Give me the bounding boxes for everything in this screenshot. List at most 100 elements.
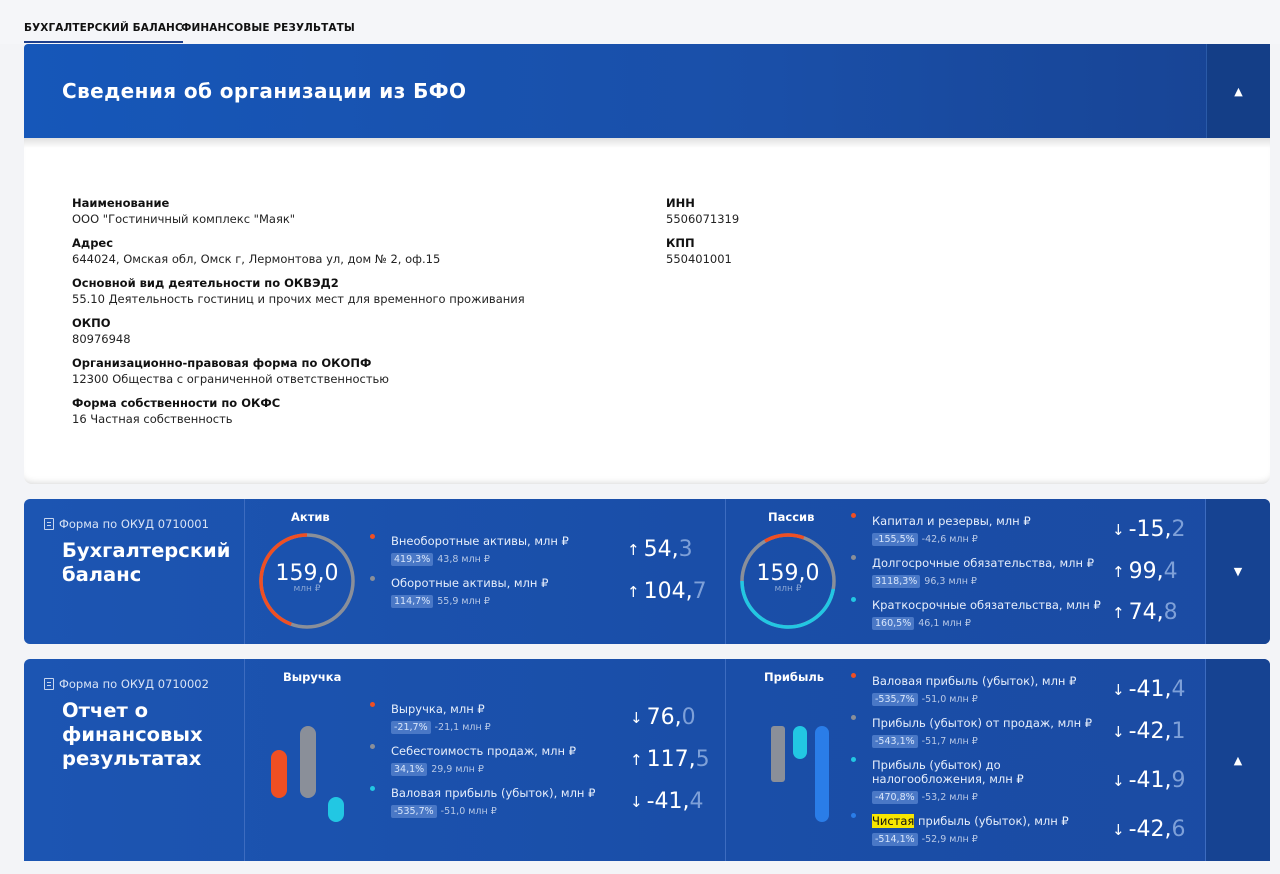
arrow-icon: ↓ (630, 792, 643, 811)
row-delta: -470,8% -53,2 млн ₽ (872, 791, 978, 804)
row-delta: 419,3% 43,8 млн ₽ (391, 553, 490, 566)
value-dec: 4 (689, 789, 704, 814)
row-name: Выручка, млн ₽ (391, 702, 485, 716)
profit-bar-chart (771, 726, 829, 822)
row-delta: 34,1% 29,9 млн ₽ (391, 763, 484, 776)
row-delta: -535,7% -51,0 млн ₽ (391, 805, 497, 818)
collapse-button[interactable]: ▲ (1206, 44, 1270, 138)
value-dec: 9 (1171, 768, 1186, 793)
row-name: Чистая прибыль (убыток), млн ₽ (872, 814, 1069, 828)
row-pct: -470,8% (872, 791, 918, 804)
value-int: 117, (646, 747, 696, 772)
liabilities-title: Пассив (768, 510, 815, 524)
arrow-icon: ↓ (1112, 820, 1125, 839)
value-int: -15, (1128, 517, 1172, 542)
page-title: Сведения об организации из БФО (62, 79, 467, 103)
row-delta: 3118,3% 96,3 млн ₽ (872, 575, 977, 588)
expand-balance-button[interactable]: ▼ (1206, 499, 1270, 644)
cost-bar (300, 726, 316, 798)
okpo-label: ОКПО (72, 316, 111, 330)
legend-dot (851, 757, 856, 762)
liabilities-ring-cyan (740, 580, 836, 629)
value-dec: 4 (1171, 677, 1186, 702)
row-pct: -535,7% (391, 805, 437, 818)
org-info-card: Наименование ООО "Гостиничный комплекс "… (24, 138, 1270, 484)
row-name: Капитал и резервы, млн ₽ (872, 514, 1031, 528)
balance-summary: Форма по ОКУД 0710001 Бухгалтерский бала… (24, 499, 245, 644)
liabilities-section: Пассив 159,0 млн ₽ Капитал и резервы, мл… (726, 499, 1206, 644)
okpo-value: 80976948 (72, 332, 131, 346)
results-summary: Форма по ОКУД 0710002 Отчет о финансовых… (24, 659, 245, 861)
liabilities-ring-chart (740, 533, 836, 629)
legend-dot (370, 702, 375, 707)
row-name: Прибыль (убыток) от продаж, млн ₽ (872, 716, 1093, 730)
value-dec: 8 (1163, 600, 1178, 625)
okfs-value: 16 Частная собственность (72, 412, 233, 426)
row-abs: -21,1 млн ₽ (434, 722, 491, 733)
collapse-results-button[interactable]: ▲ (1206, 659, 1270, 861)
row-delta: -543,1% -51,7 млн ₽ (872, 735, 978, 748)
results-panel: Форма по ОКУД 0710002 Отчет о финансовых… (24, 659, 1270, 861)
okved-label: Основной вид деятельности по ОКВЭД2 (72, 276, 339, 290)
header-shadow (24, 138, 1270, 148)
net-profit-bar (815, 726, 829, 822)
row-abs: -51,0 млн ₽ (440, 806, 497, 817)
value-int: -42, (1128, 817, 1172, 842)
row-pct: -514,1% (872, 833, 918, 846)
balance-panel: Форма по ОКУД 0710001 Бухгалтерский бала… (24, 499, 1270, 644)
value-dec: 4 (1163, 559, 1178, 584)
legend-dot (851, 513, 856, 518)
results-title-line-1: Отчет о (62, 699, 148, 722)
row-name: Валовая прибыль (убыток), млн ₽ (872, 674, 1077, 688)
row-value: ↓ 76,0 (630, 705, 696, 730)
okved-value: 55.10 Деятельность гостиниц и прочих мес… (72, 292, 525, 306)
legend-dot (851, 715, 856, 720)
row-name: Оборотные активы, млн ₽ (391, 576, 549, 590)
address-value: 644024, Омская обл, Омск г, Лермонтова у… (72, 252, 441, 266)
arrow-icon: ↑ (1112, 562, 1125, 581)
row-value: ↓ -42,6 (1112, 817, 1186, 842)
arrow-icon: ↓ (1112, 722, 1125, 741)
row-abs: 55,9 млн ₽ (437, 596, 490, 607)
row-pct: 419,3% (391, 553, 434, 566)
arrow-icon: ↑ (630, 750, 643, 769)
row-pct: 3118,3% (872, 575, 921, 588)
row-abs: 46,1 млн ₽ (918, 618, 971, 629)
caret-up-icon: ▲ (1234, 84, 1243, 98)
row-abs: -53,2 млн ₽ (921, 792, 978, 803)
row-name: Краткосрочные обязательства, млн ₽ (872, 598, 1101, 612)
arrow-icon: ↑ (627, 540, 640, 559)
balance-title-line-1: Бухгалтерский (62, 539, 231, 562)
value-int: -41, (1128, 677, 1172, 702)
value-dec: 3 (678, 537, 693, 562)
row-value: ↓ -41,9 (1112, 768, 1186, 793)
value-int: 54, (643, 537, 679, 562)
assets-section: Актив 159,0 млн ₽ Внеоборотные активы, м… (245, 499, 726, 644)
value-int: 99, (1128, 559, 1164, 584)
document-icon (44, 678, 54, 690)
profit-title: Прибыль (764, 670, 825, 684)
liabilities-ring-red (764, 533, 805, 543)
row-name: Себестоимость продаж, млн ₽ (391, 744, 577, 758)
row-value: ↑ 54,3 (627, 537, 693, 562)
row-pct: 114,7% (391, 595, 434, 608)
liabilities-total-value: 159,0 (756, 561, 820, 586)
row-name: Внеоборотные активы, млн ₽ (391, 534, 569, 548)
search-highlight: Чистая (872, 814, 915, 828)
profit-section: Прибыль Валовая прибыль (убыток), млн ₽ … (726, 659, 1206, 861)
revenue-section: Выручка Выручка, млн ₽ -21,7% -21,1 млн … (245, 659, 726, 861)
results-okud: Форма по ОКУД 0710002 (44, 677, 209, 691)
assets-ring-chart (259, 533, 355, 629)
tab-balance[interactable]: БУХГАЛТЕРСКИЙ БАЛАНС (24, 22, 183, 43)
legend-dot (851, 813, 856, 818)
address-label: Адрес (72, 236, 114, 250)
results-title: Отчет о финансовых результатах (62, 699, 203, 771)
row-abs: -42,6 млн ₽ (921, 534, 978, 545)
tab-financial-results[interactable]: ФИНАНСОВЫЕ РЕЗУЛЬТАТЫ (181, 22, 355, 34)
value-int: 76, (646, 705, 682, 730)
balance-okud: Форма по ОКУД 0710001 (44, 517, 209, 531)
row-pct: -543,1% (872, 735, 918, 748)
row-value: ↓ -41,4 (630, 789, 704, 814)
row-pct: -21,7% (391, 721, 431, 734)
row-value: ↓ -42,1 (1112, 719, 1186, 744)
